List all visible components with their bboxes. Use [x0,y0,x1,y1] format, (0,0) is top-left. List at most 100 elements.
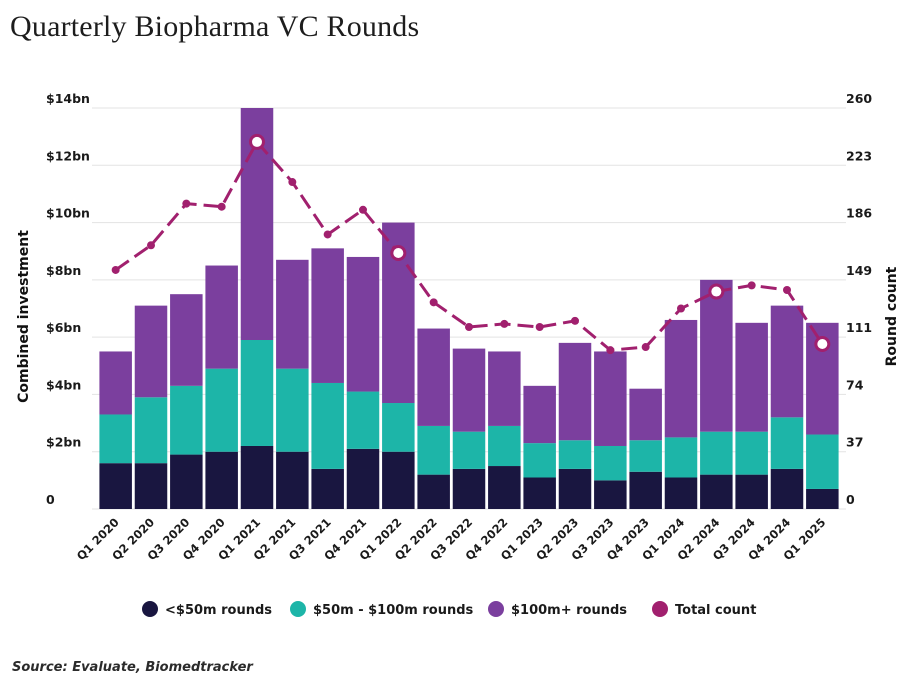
line-marker [641,343,650,352]
bar-segment [276,451,309,509]
legend-swatch [652,601,668,617]
bar-segment [700,279,733,432]
bar-segment [382,451,415,509]
y2-tick-label: 260 [846,91,872,106]
line-marker [217,202,226,211]
line-marker [747,281,756,290]
line-marker [323,230,332,239]
y-tick-label: $2bn [46,435,81,450]
bar-segment [735,474,768,509]
bar-segment [770,468,804,509]
bar-segment [99,414,132,464]
bar-segment [134,305,168,398]
line-marker-highlight [249,133,265,150]
line-marker [677,304,685,313]
bar-segment [735,431,768,475]
bar-segment [346,448,380,509]
y-tick-label: $8bn [46,263,81,278]
bar-segment [170,385,203,455]
bar-segment [664,437,698,478]
bar-segment [558,468,592,509]
line-marker [359,205,367,214]
line-marker [606,346,615,355]
bar-segment [629,471,662,509]
source-note: Source: Evaluate, Biomedtracker [12,660,253,675]
bar-segment [770,305,804,418]
bar-segment [205,451,238,509]
y-tick-label: $14bn [46,91,90,106]
bar-segment [806,488,839,509]
bar-segment [311,382,344,469]
bar-segment [735,322,768,432]
bar-segment [488,425,521,467]
bar-segment [311,468,344,509]
y2-axis-title: Round count [884,266,900,366]
total-count-line [114,140,824,352]
line-marker [500,319,509,328]
bar-segment [629,440,662,472]
bar-segment [629,388,662,441]
legend-swatch [488,601,504,617]
bar-segment [523,385,556,444]
line-marker [571,316,579,325]
bar-segment [99,463,132,509]
legend-swatch [290,601,306,617]
bar-segment [417,425,450,475]
bar-segment [346,256,380,392]
bar-segment [664,477,698,509]
bar-segment [276,259,309,369]
bar-segment [240,340,274,446]
legend-label: $100m+ rounds [511,603,627,618]
legend-label: Total count [675,603,756,618]
bar-segment [170,454,203,509]
bar-segment [452,468,486,509]
y2-tick-label: 74 [846,377,864,392]
legend-label: $50m - $100m rounds [313,603,474,618]
y-tick-label: $6bn [46,320,81,335]
y2-tick-label: 37 [846,435,863,450]
y-tick-label: 0 [46,492,55,507]
line-marker [429,298,438,307]
bar-segment [134,397,168,464]
bar-segment [558,440,592,469]
legend-label: <$50m rounds [165,603,272,618]
bar-segment [205,368,238,452]
bar-segment [700,431,733,475]
line-marker-highlight [814,335,831,352]
y2-tick-label: 149 [846,263,872,278]
y2-tick-label: 186 [846,206,872,221]
bar-segment [523,443,556,478]
y-tick-label: $12bn [46,148,90,163]
line-marker [182,199,191,208]
bar-segment [417,328,450,426]
bar-segment [523,477,556,509]
bar-segment [205,265,238,369]
bar-segment [700,474,733,509]
bar-segment [417,474,450,509]
y2-tick-label: 0 [846,492,855,507]
bar-segment [99,351,132,415]
y2-tick-label: 223 [846,148,872,163]
y2-tick-label: 111 [846,320,872,335]
bar-segment [452,431,486,469]
bar-segment [452,348,486,432]
y-tick-label: $4bn [46,377,81,392]
bar-segment [806,434,839,489]
legend-swatch [142,601,158,617]
line-marker [147,241,155,250]
bar-segment [170,294,203,386]
bar-segment [134,463,168,509]
line-marker [783,285,791,294]
bar-segment [488,466,521,509]
bar-segment [488,351,521,426]
bar-segment [558,342,592,441]
bar-segment [594,351,627,446]
bar-segment [594,445,627,481]
y-axis-title: Combined investment [16,230,32,403]
bar-segment [382,403,415,452]
chart-title: Quarterly Biopharma VC Rounds [10,10,420,43]
line-marker [111,265,120,274]
bar-segment [594,480,627,509]
line-marker [535,323,544,332]
